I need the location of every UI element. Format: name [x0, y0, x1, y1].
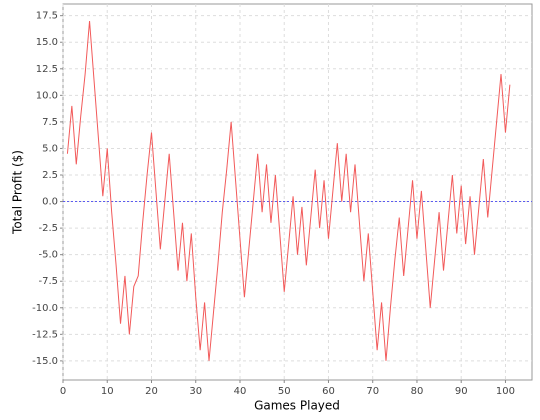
y-tick-label: 0.0	[42, 197, 58, 208]
y-tick-label: -10.0	[32, 303, 58, 314]
y-tick-label: -12.5	[32, 329, 58, 340]
x-tick-label: 10	[101, 386, 114, 397]
x-tick-label: 30	[189, 386, 202, 397]
y-tick-label: -15.0	[32, 356, 58, 367]
y-tick-label: 7.5	[42, 117, 58, 128]
y-tick-label: -2.5	[38, 223, 58, 234]
x-tick-label: 0	[60, 386, 66, 397]
x-tick-label: 100	[496, 386, 515, 397]
x-tick-label: 40	[234, 386, 247, 397]
y-tick-label: -5.0	[38, 250, 58, 261]
y-axis-title: Total Profit ($)	[11, 150, 25, 235]
x-tick-label: 70	[366, 386, 379, 397]
y-tick-label: -7.5	[38, 276, 58, 287]
y-tick-label: 2.5	[42, 170, 58, 181]
x-axis-title: Games Played	[254, 399, 340, 413]
y-tick-label: 12.5	[36, 64, 58, 75]
x-tick-label: 20	[145, 386, 158, 397]
y-tick-label: 10.0	[36, 90, 58, 101]
data-line	[66, 20, 511, 361]
y-tick-label: 5.0	[42, 143, 58, 154]
y-tick-label: 15.0	[36, 37, 58, 48]
x-tick-label: 80	[411, 386, 424, 397]
x-tick-label: 90	[455, 386, 468, 397]
y-tick-label: 17.5	[36, 11, 58, 22]
x-tick-label: 50	[278, 386, 291, 397]
x-tick-label: 60	[322, 386, 335, 397]
